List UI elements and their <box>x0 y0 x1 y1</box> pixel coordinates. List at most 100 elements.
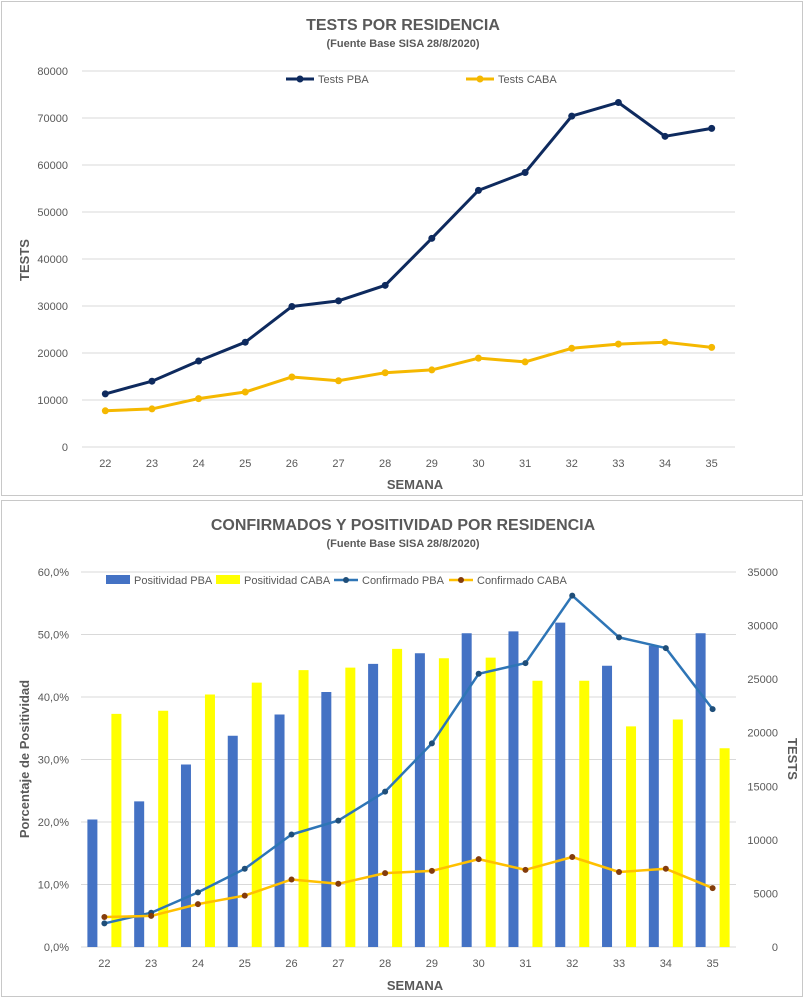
x-tick-label: 26 <box>286 458 298 470</box>
data-point <box>475 856 482 863</box>
data-point <box>148 377 156 385</box>
y2-tick-label: 30000 <box>747 621 778 633</box>
data-point <box>614 340 622 348</box>
y-tick-label: 70000 <box>37 113 68 125</box>
bar-positividad-caba <box>345 667 356 947</box>
y-tick-label: 20000 <box>37 348 68 360</box>
x-tick-label: 24 <box>192 458 204 470</box>
data-point <box>569 592 576 599</box>
data-point <box>568 344 576 352</box>
chart-title: TESTS POR RESIDENCIA <box>306 17 500 34</box>
legend-label: Confirmado PBA <box>362 575 445 587</box>
data-point <box>101 920 108 927</box>
data-point <box>428 867 435 874</box>
y2-tick-label: 20000 <box>747 728 778 740</box>
bar-positividad-pba <box>508 631 519 947</box>
chart-subtitle: (Fuente Base SISA 28/8/2020) <box>326 38 479 50</box>
bar-positividad-caba <box>672 719 683 947</box>
x-tick-label: 22 <box>98 958 110 970</box>
tests-chart: TESTS POR RESIDENCIA (Fuente Base SISA 2… <box>17 17 735 492</box>
x-tick-label: 29 <box>426 458 438 470</box>
positivity-chart: CONFIRMADOS Y POSITIVIDAD POR RESIDENCIA… <box>17 517 800 993</box>
x-axis-label: SEMANA <box>387 978 444 993</box>
bar-positividad-pba <box>602 665 613 947</box>
y-tick-label: 30000 <box>37 301 68 313</box>
y-tick-label: 60000 <box>37 160 68 172</box>
y-tick-label: 20,0% <box>38 817 69 829</box>
y-tick-label: 60,0% <box>38 567 69 579</box>
y2-tick-label: 0 <box>772 942 778 954</box>
x-tick-label: 29 <box>426 958 438 970</box>
y-tick-label: 50000 <box>37 207 68 219</box>
legend-label: Tests CABA <box>498 74 557 86</box>
data-point <box>194 901 201 908</box>
y2-tick-label: 5000 <box>754 888 778 900</box>
x-tick-label: 23 <box>146 458 158 470</box>
data-point <box>614 98 622 106</box>
bar-positividad-caba <box>719 748 730 947</box>
x-tick-label: 34 <box>659 458 671 470</box>
data-point <box>335 377 343 385</box>
y-tick-label: 40,0% <box>38 692 69 704</box>
data-point <box>428 740 435 747</box>
data-point <box>521 169 529 177</box>
chart-title: CONFIRMADOS Y POSITIVIDAD POR RESIDENCIA <box>211 517 596 534</box>
x-tick-label: 35 <box>706 958 718 970</box>
y-tick-label: 40000 <box>37 254 68 266</box>
x-tick-label: 27 <box>332 958 344 970</box>
data-point <box>662 645 669 652</box>
x-tick-label: 26 <box>285 958 297 970</box>
data-point <box>101 390 109 398</box>
data-point <box>241 865 248 872</box>
data-point <box>382 788 389 795</box>
data-point <box>662 865 669 872</box>
bar-positividad-caba <box>298 670 309 947</box>
x-tick-label: 27 <box>332 458 344 470</box>
y2-tick-label: 15000 <box>747 781 778 793</box>
bar-positividad-pba <box>321 692 332 947</box>
positivity-chart-panel: CONFIRMADOS Y POSITIVIDAD POR RESIDENCIA… <box>1 500 803 997</box>
x-tick-label: 23 <box>145 958 157 970</box>
data-point <box>522 660 529 667</box>
bar-positividad-pba <box>695 633 706 947</box>
data-point <box>288 876 295 883</box>
data-point <box>101 407 109 415</box>
bar-positividad-pba <box>227 735 238 947</box>
data-point <box>335 817 342 824</box>
legend-swatch <box>216 575 240 584</box>
y2-tick-label: 35000 <box>747 567 778 579</box>
data-point <box>568 112 576 120</box>
x-axis-label: SEMANA <box>387 477 444 492</box>
legend-label: Tests PBA <box>318 74 369 86</box>
data-point <box>241 388 249 396</box>
data-point <box>428 234 436 242</box>
bar-positividad-pba <box>461 633 472 947</box>
bar-positividad-caba <box>251 682 262 947</box>
data-point <box>709 706 716 713</box>
x-tick-label: 31 <box>519 958 531 970</box>
x-tick-label: 34 <box>660 958 672 970</box>
series-line-confirmado-caba <box>104 855 714 919</box>
legend-marker <box>476 75 484 83</box>
data-point <box>241 892 248 899</box>
y-tick-label: 30,0% <box>38 755 69 767</box>
series-line-tests-caba <box>105 340 712 413</box>
data-point <box>661 132 669 140</box>
bar-positividad-caba <box>111 713 122 947</box>
data-point <box>475 670 482 677</box>
legend-swatch <box>106 575 130 584</box>
legend-label: Positividad CABA <box>244 575 331 587</box>
data-point <box>521 358 529 366</box>
data-point <box>288 373 296 381</box>
legend-marker <box>296 75 304 83</box>
data-point <box>569 854 576 860</box>
series-line-tests-pba <box>104 100 712 396</box>
x-tick-label: 25 <box>239 958 251 970</box>
bar-positividad-pba <box>274 714 285 947</box>
chart-subtitle: (Fuente Base SISA 28/8/2020) <box>326 538 479 550</box>
data-point <box>522 866 529 873</box>
data-point <box>381 369 389 377</box>
x-tick-label: 32 <box>566 958 578 970</box>
x-tick-label: 25 <box>239 458 251 470</box>
legend-marker <box>343 577 349 583</box>
